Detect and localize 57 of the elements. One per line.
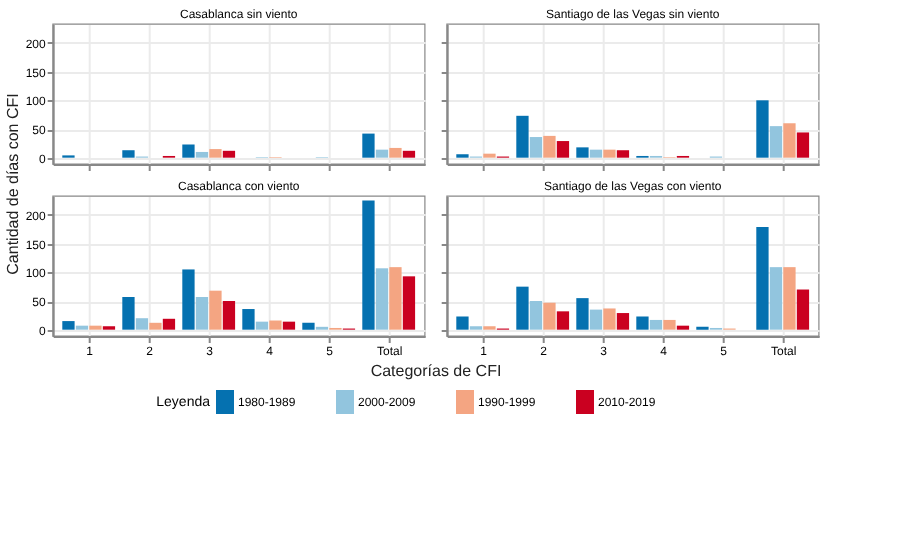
bar bbox=[616, 313, 630, 330]
bar bbox=[529, 301, 543, 330]
bar bbox=[783, 267, 796, 330]
bar bbox=[375, 149, 389, 158]
bar bbox=[576, 147, 589, 158]
bar bbox=[402, 150, 416, 158]
bar bbox=[182, 144, 195, 158]
bar bbox=[375, 268, 389, 330]
bar bbox=[649, 319, 663, 330]
bar bbox=[796, 132, 810, 158]
bar bbox=[135, 318, 149, 330]
bar bbox=[389, 147, 402, 158]
bar bbox=[529, 137, 543, 158]
bar bbox=[576, 298, 589, 330]
bar bbox=[769, 267, 783, 330]
bar bbox=[362, 200, 375, 330]
bar bbox=[556, 141, 570, 158]
bar bbox=[269, 320, 282, 330]
bar bbox=[255, 321, 269, 330]
bar bbox=[222, 301, 236, 330]
bar bbox=[62, 321, 75, 330]
bar bbox=[149, 322, 162, 330]
bar bbox=[182, 269, 195, 330]
bar bbox=[456, 316, 469, 330]
x-axis-title: Categorías de CFI bbox=[370, 362, 502, 380]
bar bbox=[636, 316, 649, 330]
bar bbox=[603, 149, 616, 158]
bar bbox=[362, 133, 375, 158]
bar bbox=[543, 135, 556, 158]
bar bbox=[543, 302, 556, 330]
bar bbox=[122, 150, 135, 158]
bar bbox=[209, 290, 222, 330]
bar bbox=[402, 276, 416, 330]
bar bbox=[556, 311, 570, 330]
bar bbox=[162, 318, 176, 330]
bar bbox=[756, 226, 769, 330]
bar bbox=[242, 309, 255, 330]
bar bbox=[209, 149, 222, 158]
bar bbox=[516, 286, 529, 330]
bar bbox=[783, 123, 796, 158]
bar bbox=[769, 126, 783, 158]
bar bbox=[616, 150, 630, 158]
bar bbox=[663, 319, 676, 330]
y-axis-title: Cantidad de días con CFI bbox=[4, 93, 22, 275]
bar bbox=[222, 150, 236, 158]
bar bbox=[756, 100, 769, 158]
bar bbox=[282, 321, 296, 330]
bar bbox=[122, 296, 135, 330]
bar bbox=[389, 267, 402, 330]
bar bbox=[603, 308, 616, 330]
bar bbox=[302, 322, 315, 330]
bar bbox=[516, 115, 529, 158]
bar bbox=[195, 151, 209, 158]
bar bbox=[796, 289, 810, 330]
bar bbox=[195, 296, 209, 330]
bar bbox=[589, 149, 603, 158]
bar bbox=[589, 309, 603, 330]
